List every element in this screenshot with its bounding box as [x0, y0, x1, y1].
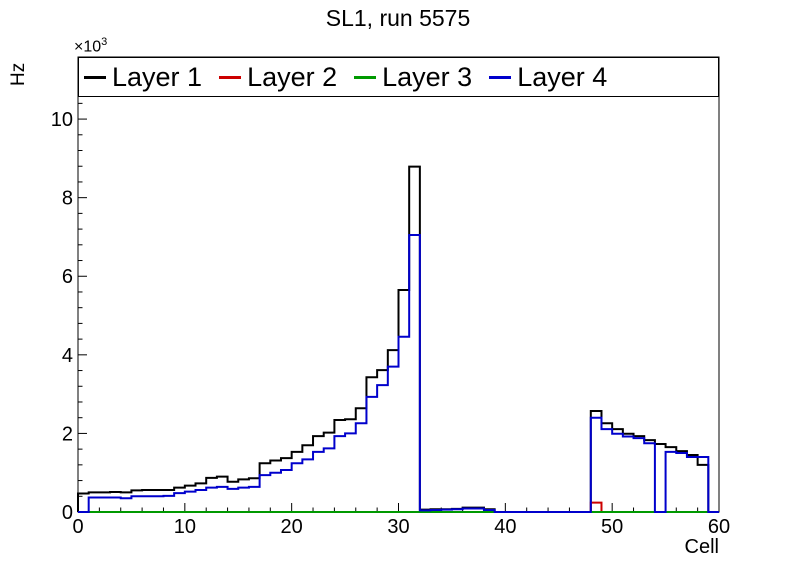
legend-line-layer-4 — [489, 75, 512, 79]
y-tick-label-6: 6 — [62, 266, 73, 288]
legend-label-layer-2: Layer 2 — [247, 61, 338, 92]
legend-label-layer-1: Layer 1 — [112, 61, 203, 92]
x-tick-label-60: 60 — [708, 516, 730, 538]
legend-box: Layer 1 Layer 2 Layer 3 Layer 4 — [78, 57, 719, 97]
legend-label-layer-4: Layer 4 — [517, 61, 608, 92]
legend-entry-layer-3: Layer 3 — [354, 61, 473, 92]
x-tick-label-30: 30 — [387, 516, 409, 538]
x-tick-label-10: 10 — [174, 516, 196, 538]
legend-line-layer-3 — [354, 75, 377, 79]
y-tick-label-8: 8 — [62, 188, 73, 210]
x-tick-label-0: 0 — [72, 516, 83, 538]
legend-entry-layer-2: Layer 2 — [219, 61, 338, 92]
y-tick-label-0: 0 — [62, 502, 73, 524]
y-tick-label-4: 4 — [62, 345, 73, 367]
chart-title: SL1, run 5575 — [325, 5, 471, 31]
series-line-layer-4 — [78, 233, 719, 513]
x-tick-label-40: 40 — [494, 516, 516, 538]
y-tick-label-2: 2 — [62, 423, 73, 445]
y-axis-multiplier: ×103 — [74, 36, 107, 56]
legend-label-layer-3: Layer 3 — [382, 61, 473, 92]
x-tick-label-50: 50 — [601, 516, 623, 538]
legend-line-layer-1 — [84, 75, 106, 79]
y-tick-label-10: 10 — [51, 109, 73, 131]
legend-entry-layer-4: Layer 4 — [489, 61, 608, 92]
x-tick-label-20: 20 — [281, 516, 303, 538]
legend-entry-layer-1: Layer 1 — [84, 61, 203, 92]
series-line-layer-1 — [77, 165, 719, 513]
y-axis-multiplier-exponent: 3 — [101, 36, 108, 48]
x-axis-title: Cell — [684, 536, 719, 558]
y-axis-multiplier-base: ×10 — [74, 38, 102, 56]
plot-frame — [77, 56, 720, 513]
legend-line-layer-2 — [219, 75, 242, 79]
